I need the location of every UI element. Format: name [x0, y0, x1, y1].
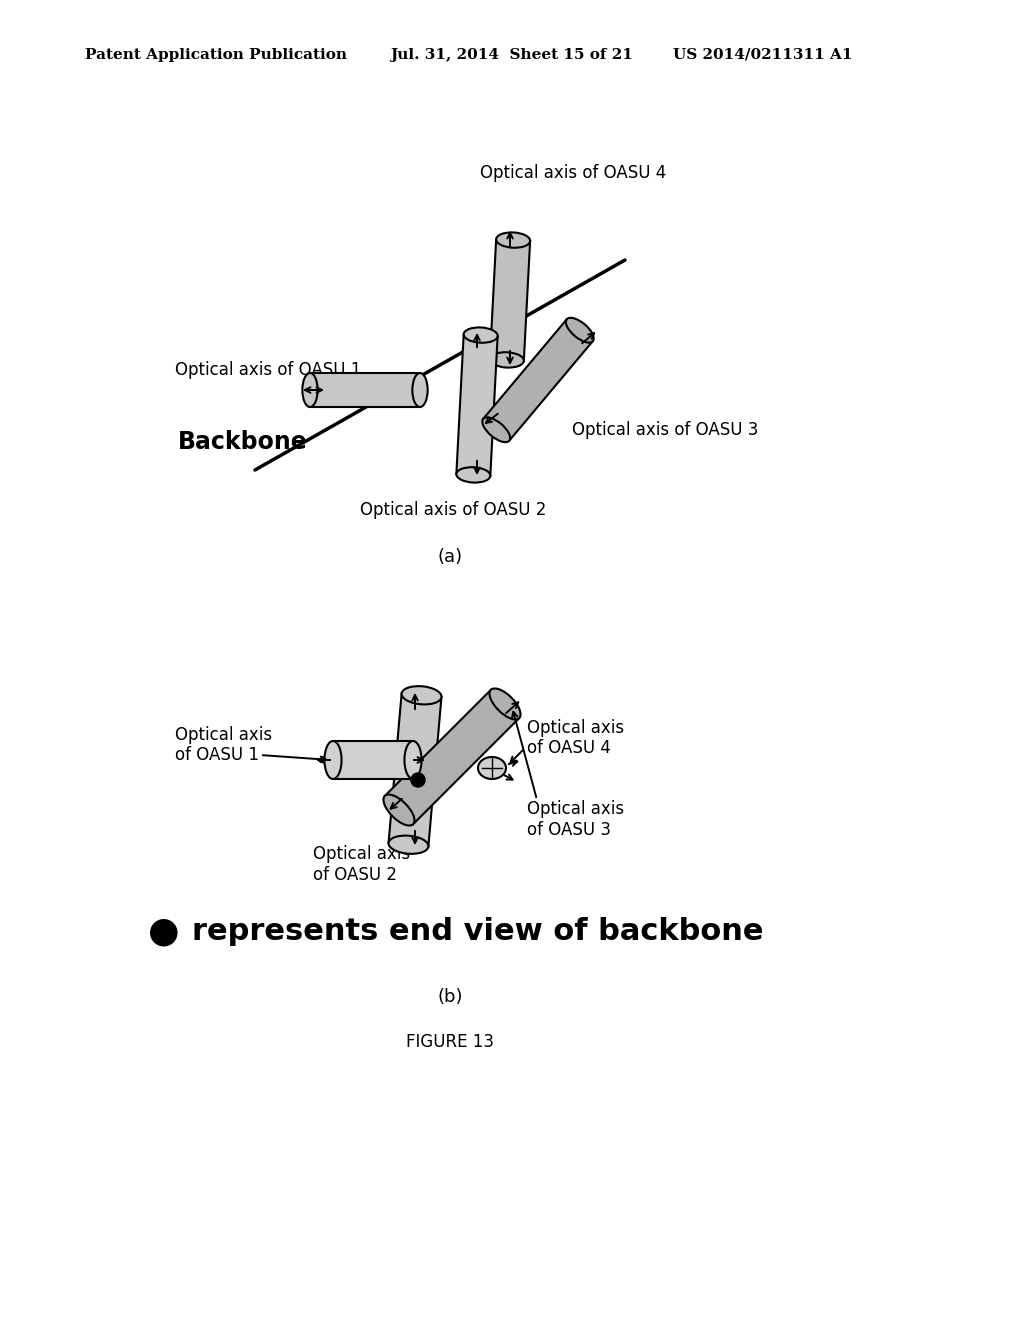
Polygon shape	[333, 741, 413, 779]
Text: Jul. 31, 2014  Sheet 15 of 21: Jul. 31, 2014 Sheet 15 of 21	[390, 48, 633, 62]
Polygon shape	[457, 334, 498, 475]
Ellipse shape	[497, 232, 530, 248]
Ellipse shape	[566, 318, 594, 343]
Polygon shape	[489, 239, 530, 360]
Ellipse shape	[464, 327, 498, 343]
Text: (a): (a)	[437, 548, 463, 566]
Ellipse shape	[457, 467, 490, 483]
Ellipse shape	[383, 795, 415, 825]
Text: ●: ●	[148, 915, 179, 949]
Ellipse shape	[404, 741, 422, 779]
Text: FIGURE 13: FIGURE 13	[406, 1034, 494, 1051]
Text: Optical axis of OASU 2: Optical axis of OASU 2	[360, 502, 547, 519]
Text: Optical axis
of OASU 1: Optical axis of OASU 1	[175, 726, 272, 764]
Ellipse shape	[478, 756, 506, 779]
Polygon shape	[310, 374, 420, 407]
Text: Optical axis
of OASU 3: Optical axis of OASU 3	[527, 800, 624, 838]
Text: Optical axis of OASU 3: Optical axis of OASU 3	[572, 421, 759, 440]
Text: Optical axis of OASU 4: Optical axis of OASU 4	[480, 164, 667, 182]
Ellipse shape	[325, 741, 342, 779]
Polygon shape	[388, 693, 441, 846]
Circle shape	[411, 774, 425, 787]
Text: Optical axis
of OASU 4: Optical axis of OASU 4	[527, 718, 624, 758]
Text: Optical axis
of OASU 2: Optical axis of OASU 2	[313, 845, 411, 884]
Ellipse shape	[489, 352, 524, 367]
Text: (b): (b)	[437, 987, 463, 1006]
Ellipse shape	[401, 686, 441, 705]
Text: US 2014/0211311 A1: US 2014/0211311 A1	[673, 48, 853, 62]
Text: represents end view of backbone: represents end view of backbone	[193, 917, 764, 946]
Polygon shape	[385, 690, 519, 824]
Text: Backbone: Backbone	[178, 430, 308, 454]
Ellipse shape	[413, 374, 428, 407]
Polygon shape	[483, 319, 593, 441]
Text: Patent Application Publication: Patent Application Publication	[85, 48, 347, 62]
Ellipse shape	[482, 417, 510, 442]
Ellipse shape	[388, 836, 428, 854]
Ellipse shape	[302, 374, 317, 407]
Text: Optical axis of OASU 1: Optical axis of OASU 1	[175, 360, 361, 379]
Ellipse shape	[489, 689, 520, 719]
